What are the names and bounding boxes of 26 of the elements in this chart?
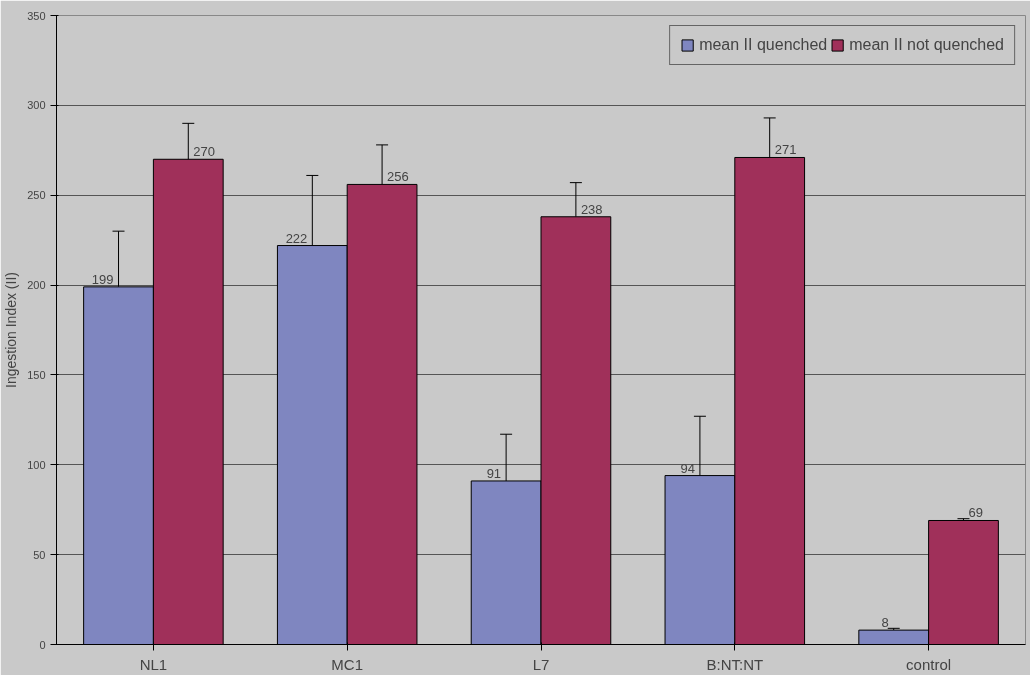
data-label: 94 bbox=[680, 460, 695, 476]
data-label: 222 bbox=[285, 230, 308, 246]
data-label: 199 bbox=[91, 271, 114, 287]
legend-label: mean II quenched bbox=[699, 36, 828, 54]
data-label: 256 bbox=[387, 169, 409, 185]
y-tick-label: 300 bbox=[27, 99, 46, 112]
x-tick-label: NL1 bbox=[139, 655, 168, 673]
y-tick-label: 250 bbox=[27, 189, 46, 202]
data-label: 69 bbox=[968, 505, 983, 521]
data-label: 8 bbox=[881, 615, 889, 631]
y-tick-label: 350 bbox=[27, 9, 46, 22]
x-tick-label: B:NT:NT bbox=[706, 655, 764, 673]
x-tick-label: MC1 bbox=[331, 655, 364, 673]
data-label: 270 bbox=[193, 144, 215, 160]
data-label: 271 bbox=[774, 142, 797, 158]
data-label: 238 bbox=[580, 201, 603, 217]
y-tick-label: 150 bbox=[27, 368, 46, 381]
legend-label: mean II not quenched bbox=[849, 36, 1004, 54]
x-tick-label: L7 bbox=[532, 655, 550, 673]
y-tick-label: 200 bbox=[27, 279, 46, 292]
x-tick-label: control bbox=[906, 655, 952, 673]
y-tick-label: 100 bbox=[27, 458, 46, 471]
y-axis-title: Ingestion Index (II) bbox=[3, 272, 20, 388]
y-tick-label: 0 bbox=[39, 638, 46, 651]
data-label: 91 bbox=[486, 465, 502, 481]
y-tick-label: 50 bbox=[33, 548, 46, 561]
